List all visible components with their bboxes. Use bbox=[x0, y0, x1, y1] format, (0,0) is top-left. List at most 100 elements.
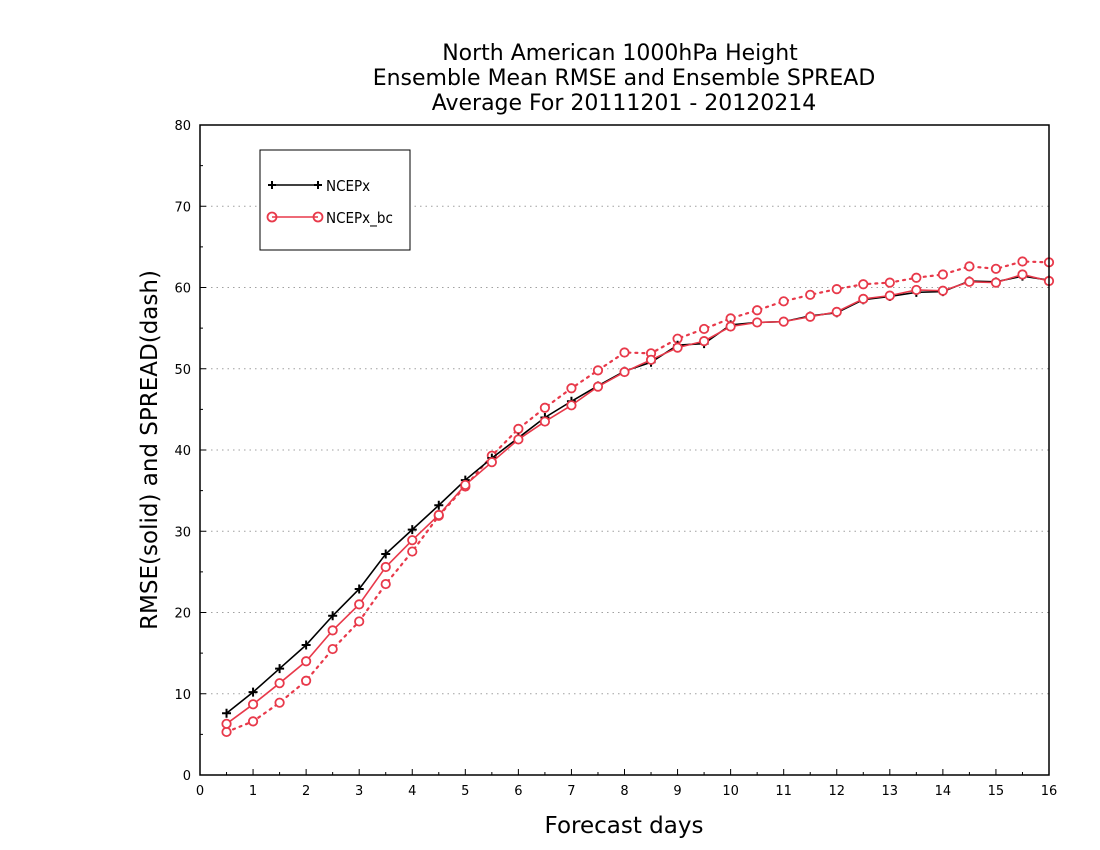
point-ncepx-bc-spread bbox=[380, 578, 391, 590]
title-line-1: North American 1000hPa Height bbox=[442, 41, 798, 66]
point-ncepx-bc-rmse bbox=[884, 290, 895, 301]
legend-marker-ncepx-bc-end bbox=[312, 211, 324, 223]
point-ncepx-bc-rmse bbox=[619, 366, 630, 378]
point-ncepx-bc-spread bbox=[831, 284, 842, 295]
point-ncepx-bc-spread bbox=[698, 323, 710, 335]
x-tick-label: 5 bbox=[461, 784, 469, 799]
x-tick-label: 16 bbox=[1041, 784, 1058, 799]
point-ncepx-bc-rmse bbox=[433, 509, 444, 521]
point-ncepx-bc-spread bbox=[752, 305, 763, 316]
point-ncepx-bc-spread bbox=[911, 272, 922, 283]
point-ncepx-bc-rmse bbox=[380, 561, 391, 573]
y-tick-label: 50 bbox=[174, 363, 191, 378]
point-ncepx-bc-rmse bbox=[592, 381, 604, 392]
y-tick-label: 80 bbox=[174, 119, 191, 134]
y-tick-label: 40 bbox=[174, 444, 191, 459]
point-ncepx-bc-spread bbox=[964, 261, 975, 272]
point-ncepx-bc-rmse bbox=[539, 416, 551, 427]
point-ncepx-bc-spread bbox=[805, 289, 816, 300]
point-ncepx-rmse bbox=[301, 640, 311, 650]
point-ncepx-bc-rmse bbox=[725, 321, 736, 332]
x-tick-label: 1 bbox=[249, 784, 257, 799]
point-ncepx-rmse bbox=[354, 584, 364, 594]
point-ncepx-bc-rmse bbox=[407, 535, 418, 546]
point-ncepx-bc-spread bbox=[221, 726, 232, 738]
point-ncepx-bc-spread bbox=[858, 279, 869, 290]
series-layer bbox=[221, 256, 1055, 738]
point-ncepx-rmse bbox=[381, 549, 391, 559]
axes: 0 1 2 3 4 5 6 7 8 9 10 11 12 13 14 15 160102030405060708… bbox=[174, 119, 1057, 799]
x-tick-label: 3 bbox=[355, 784, 363, 799]
y-tick-label: 30 bbox=[174, 525, 191, 540]
legend-marker-ncepx-bc-start bbox=[266, 211, 278, 223]
point-ncepx-bc-rmse bbox=[645, 354, 657, 365]
title-line-3: Average For 20111201 - 20120214 bbox=[432, 91, 817, 116]
x-tick-label: 11 bbox=[775, 784, 792, 799]
point-ncepx-rmse bbox=[434, 500, 444, 510]
point-ncepx-rmse bbox=[248, 687, 258, 697]
y-tick-label: 20 bbox=[174, 607, 191, 622]
x-tick-label: 15 bbox=[988, 784, 1005, 799]
point-ncepx-bc-rmse bbox=[990, 277, 1002, 288]
legend: NCEPx NCEPx_bc bbox=[259, 149, 411, 251]
point-ncepx-bc-rmse bbox=[752, 317, 763, 328]
y-tick-label: 0 bbox=[183, 769, 191, 784]
point-ncepx-bc-rmse bbox=[672, 342, 683, 353]
chart-title: North American 1000hPa Height Ensemble M… bbox=[373, 41, 876, 116]
point-ncepx-bc-spread bbox=[327, 643, 338, 655]
point-ncepx-rmse bbox=[407, 525, 417, 535]
point-ncepx-bc-spread bbox=[407, 546, 418, 557]
point-ncepx-bc-spread bbox=[566, 383, 577, 394]
x-tick-label: 9 bbox=[673, 784, 681, 799]
point-ncepx-bc-spread bbox=[247, 716, 259, 727]
legend-box bbox=[259, 149, 411, 251]
point-ncepx-bc-spread bbox=[1017, 256, 1028, 267]
x-tick-label: 14 bbox=[935, 784, 952, 799]
point-ncepx-bc-spread bbox=[592, 365, 604, 376]
series-ncepx-bc-spread-line bbox=[225, 260, 1051, 734]
y-tick-label: 70 bbox=[174, 200, 191, 215]
legend-label-ncepx-bc: NCEPx_bc bbox=[326, 209, 393, 228]
point-ncepx-bc-rmse bbox=[460, 479, 471, 491]
x-tick-label: 13 bbox=[882, 784, 899, 799]
point-ncepx-bc-rmse bbox=[778, 316, 789, 327]
x-tick-label: 10 bbox=[722, 784, 739, 799]
title-line-2: Ensemble Mean RMSE and Ensemble SPREAD bbox=[373, 66, 876, 91]
point-ncepx-bc-spread bbox=[990, 263, 1002, 274]
point-ncepx-bc-rmse bbox=[858, 293, 869, 304]
legend-marker-ncepx-end bbox=[314, 181, 322, 189]
point-ncepx-bc-rmse bbox=[831, 306, 842, 317]
point-ncepx-bc-rmse bbox=[247, 699, 259, 710]
point-ncepx-bc-rmse bbox=[964, 276, 975, 287]
point-ncepx-bc-rmse bbox=[937, 285, 948, 296]
point-ncepx-bc-rmse bbox=[486, 457, 497, 468]
point-ncepx-bc-rmse bbox=[301, 656, 312, 667]
x-tick-label: 2 bbox=[302, 784, 310, 799]
point-ncepx-bc-rmse bbox=[911, 284, 922, 296]
x-axis-label: Forecast days bbox=[545, 813, 704, 839]
point-ncepx-bc-rmse bbox=[805, 311, 816, 322]
point-ncepx-bc-spread bbox=[778, 296, 789, 307]
point-ncepx-rmse bbox=[275, 664, 285, 674]
point-ncepx-bc-spread bbox=[937, 269, 948, 280]
point-ncepx-rmse bbox=[328, 611, 338, 621]
x-tick-label: 6 bbox=[514, 784, 522, 799]
x-tick-label: 7 bbox=[567, 784, 575, 799]
point-ncepx-bc-rmse bbox=[1017, 269, 1028, 280]
point-ncepx-bc-rmse bbox=[221, 718, 232, 729]
y-tick-label: 10 bbox=[174, 688, 191, 703]
point-ncepx-bc-spread bbox=[884, 277, 895, 288]
legend-marker-ncepx-start bbox=[268, 181, 276, 189]
point-ncepx-bc-rmse bbox=[354, 599, 365, 610]
point-ncepx-rmse bbox=[222, 708, 232, 718]
point-ncepx-bc-rmse bbox=[566, 400, 577, 411]
point-ncepx-bc-rmse bbox=[698, 336, 710, 347]
point-ncepx-bc-spread bbox=[619, 347, 630, 358]
point-ncepx-bc-spread bbox=[354, 616, 365, 627]
x-tick-label: 12 bbox=[828, 784, 845, 799]
x-tick-label: 0 bbox=[196, 784, 204, 799]
point-ncepx-bc-rmse bbox=[327, 625, 338, 636]
point-ncepx-bc-spread bbox=[301, 675, 312, 686]
point-ncepx-bc-spread bbox=[539, 402, 551, 413]
y-tick-label: 60 bbox=[174, 282, 191, 297]
